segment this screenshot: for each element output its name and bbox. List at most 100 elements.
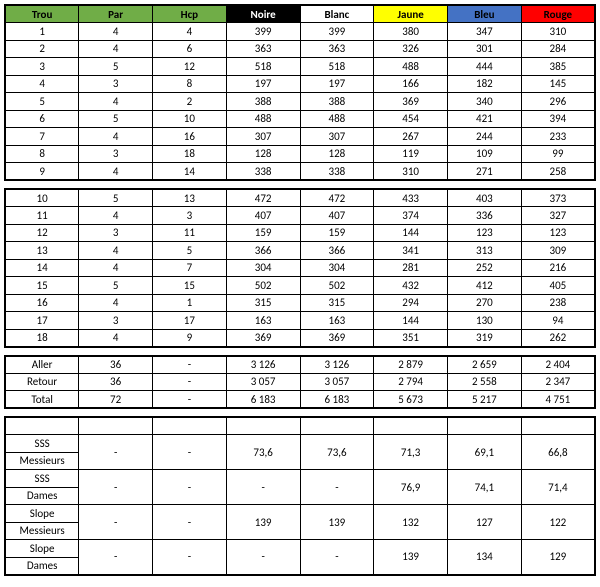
cell: 1 <box>5 23 79 41</box>
cell: 258 <box>521 163 595 181</box>
rating-label: SSS <box>5 435 79 453</box>
cell: Aller <box>5 356 79 374</box>
cell: 3 <box>79 312 153 330</box>
cell: 2 347 <box>521 373 595 391</box>
cell: 3 057 <box>226 373 300 391</box>
cell: 6 <box>5 110 79 128</box>
cell: 2 659 <box>448 356 522 374</box>
rating-value: 139 <box>300 505 374 540</box>
cell: 2 404 <box>521 356 595 374</box>
cell: 4 <box>79 294 153 312</box>
cell: 4 <box>79 207 153 225</box>
cell: 14 <box>5 259 79 277</box>
cell: 412 <box>448 277 522 295</box>
cell: 301 <box>448 40 522 58</box>
ratings-block: SSS--73,673,671,369,166,8MessieursSSS---… <box>4 416 596 576</box>
rating-value: 71,3 <box>374 435 448 470</box>
cell: 4 <box>5 75 79 93</box>
rating-label: Slope <box>5 540 79 558</box>
cell: 163 <box>300 312 374 330</box>
cell: 1 <box>153 294 227 312</box>
cell: 310 <box>521 23 595 41</box>
cell: 388 <box>226 93 300 111</box>
cell: 4 751 <box>521 391 595 409</box>
cell: 3 126 <box>226 356 300 374</box>
cell: 18 <box>5 329 79 347</box>
cell: 18 <box>153 145 227 163</box>
cell: 319 <box>448 329 522 347</box>
cell: 36 <box>79 356 153 374</box>
header-trou: Trou <box>5 5 79 23</box>
header-par: Par <box>79 5 153 23</box>
cell: 11 <box>153 224 227 242</box>
rating-value: 71,4 <box>521 470 595 505</box>
cell: 123 <box>521 224 595 242</box>
cell: 338 <box>226 163 300 181</box>
cell: 144 <box>374 312 448 330</box>
cell: 5 <box>79 277 153 295</box>
front9-table: TrouParHcpNoireBlancJauneBleuRouge144399… <box>4 4 596 181</box>
cell: 488 <box>226 110 300 128</box>
cell: 128 <box>226 145 300 163</box>
rating-label: SSS <box>5 470 79 488</box>
cell: 307 <box>226 128 300 146</box>
rating-value: 122 <box>521 505 595 540</box>
cell: 366 <box>226 242 300 260</box>
cell: 119 <box>374 145 448 163</box>
header-blanc: Blanc <box>300 5 374 23</box>
rating-value: - <box>300 540 374 575</box>
cell: 336 <box>448 207 522 225</box>
cell: 454 <box>374 110 448 128</box>
cell: 2 <box>153 93 227 111</box>
cell: 5 <box>5 93 79 111</box>
cell: 444 <box>448 58 522 76</box>
rating-value: - <box>79 435 153 470</box>
cell: 2 794 <box>374 373 448 391</box>
cell: 267 <box>374 128 448 146</box>
cell: 252 <box>448 259 522 277</box>
rating-value: 129 <box>521 540 595 575</box>
cell: 7 <box>153 259 227 277</box>
cell: 388 <box>300 93 374 111</box>
cell: 304 <box>300 259 374 277</box>
cell: 4 <box>79 242 153 260</box>
cell: - <box>153 391 227 409</box>
cell: 3 126 <box>300 356 374 374</box>
cell: 159 <box>226 224 300 242</box>
rating-value: 69,1 <box>448 435 522 470</box>
cell: 518 <box>300 58 374 76</box>
cell: 7 <box>5 128 79 146</box>
cell: 399 <box>300 23 374 41</box>
cell: 4 <box>153 23 227 41</box>
cell: 16 <box>153 128 227 146</box>
rating-value: 127 <box>448 505 522 540</box>
cell: 233 <box>521 128 595 146</box>
totals-table: Aller36-3 1263 1262 8792 6592 404Retour3… <box>4 355 596 410</box>
blank-cell <box>448 417 522 435</box>
cell: 8 <box>5 145 79 163</box>
cell: 313 <box>448 242 522 260</box>
cell: 128 <box>300 145 374 163</box>
cell: 304 <box>226 259 300 277</box>
cell: 307 <box>300 128 374 146</box>
cell: 4 <box>79 40 153 58</box>
cell: 2 <box>5 40 79 58</box>
totals-block: Aller36-3 1263 1262 8792 6592 404Retour3… <box>4 355 596 410</box>
cell: 4 <box>79 329 153 347</box>
cell: 166 <box>374 75 448 93</box>
rating-value: - <box>79 540 153 575</box>
cell: 94 <box>521 312 595 330</box>
cell: 12 <box>153 58 227 76</box>
back9-table: 1051347247243340337311434074073743363271… <box>4 188 596 348</box>
cell: 488 <box>300 110 374 128</box>
cell: 13 <box>5 242 79 260</box>
cell: 9 <box>153 329 227 347</box>
rating-value: 73,6 <box>300 435 374 470</box>
rating-value: - <box>79 505 153 540</box>
rating-value: - <box>153 435 227 470</box>
cell: 338 <box>300 163 374 181</box>
rating-label: Slope <box>5 505 79 523</box>
cell: 369 <box>226 329 300 347</box>
cell: 5 <box>79 58 153 76</box>
cell: 502 <box>226 277 300 295</box>
